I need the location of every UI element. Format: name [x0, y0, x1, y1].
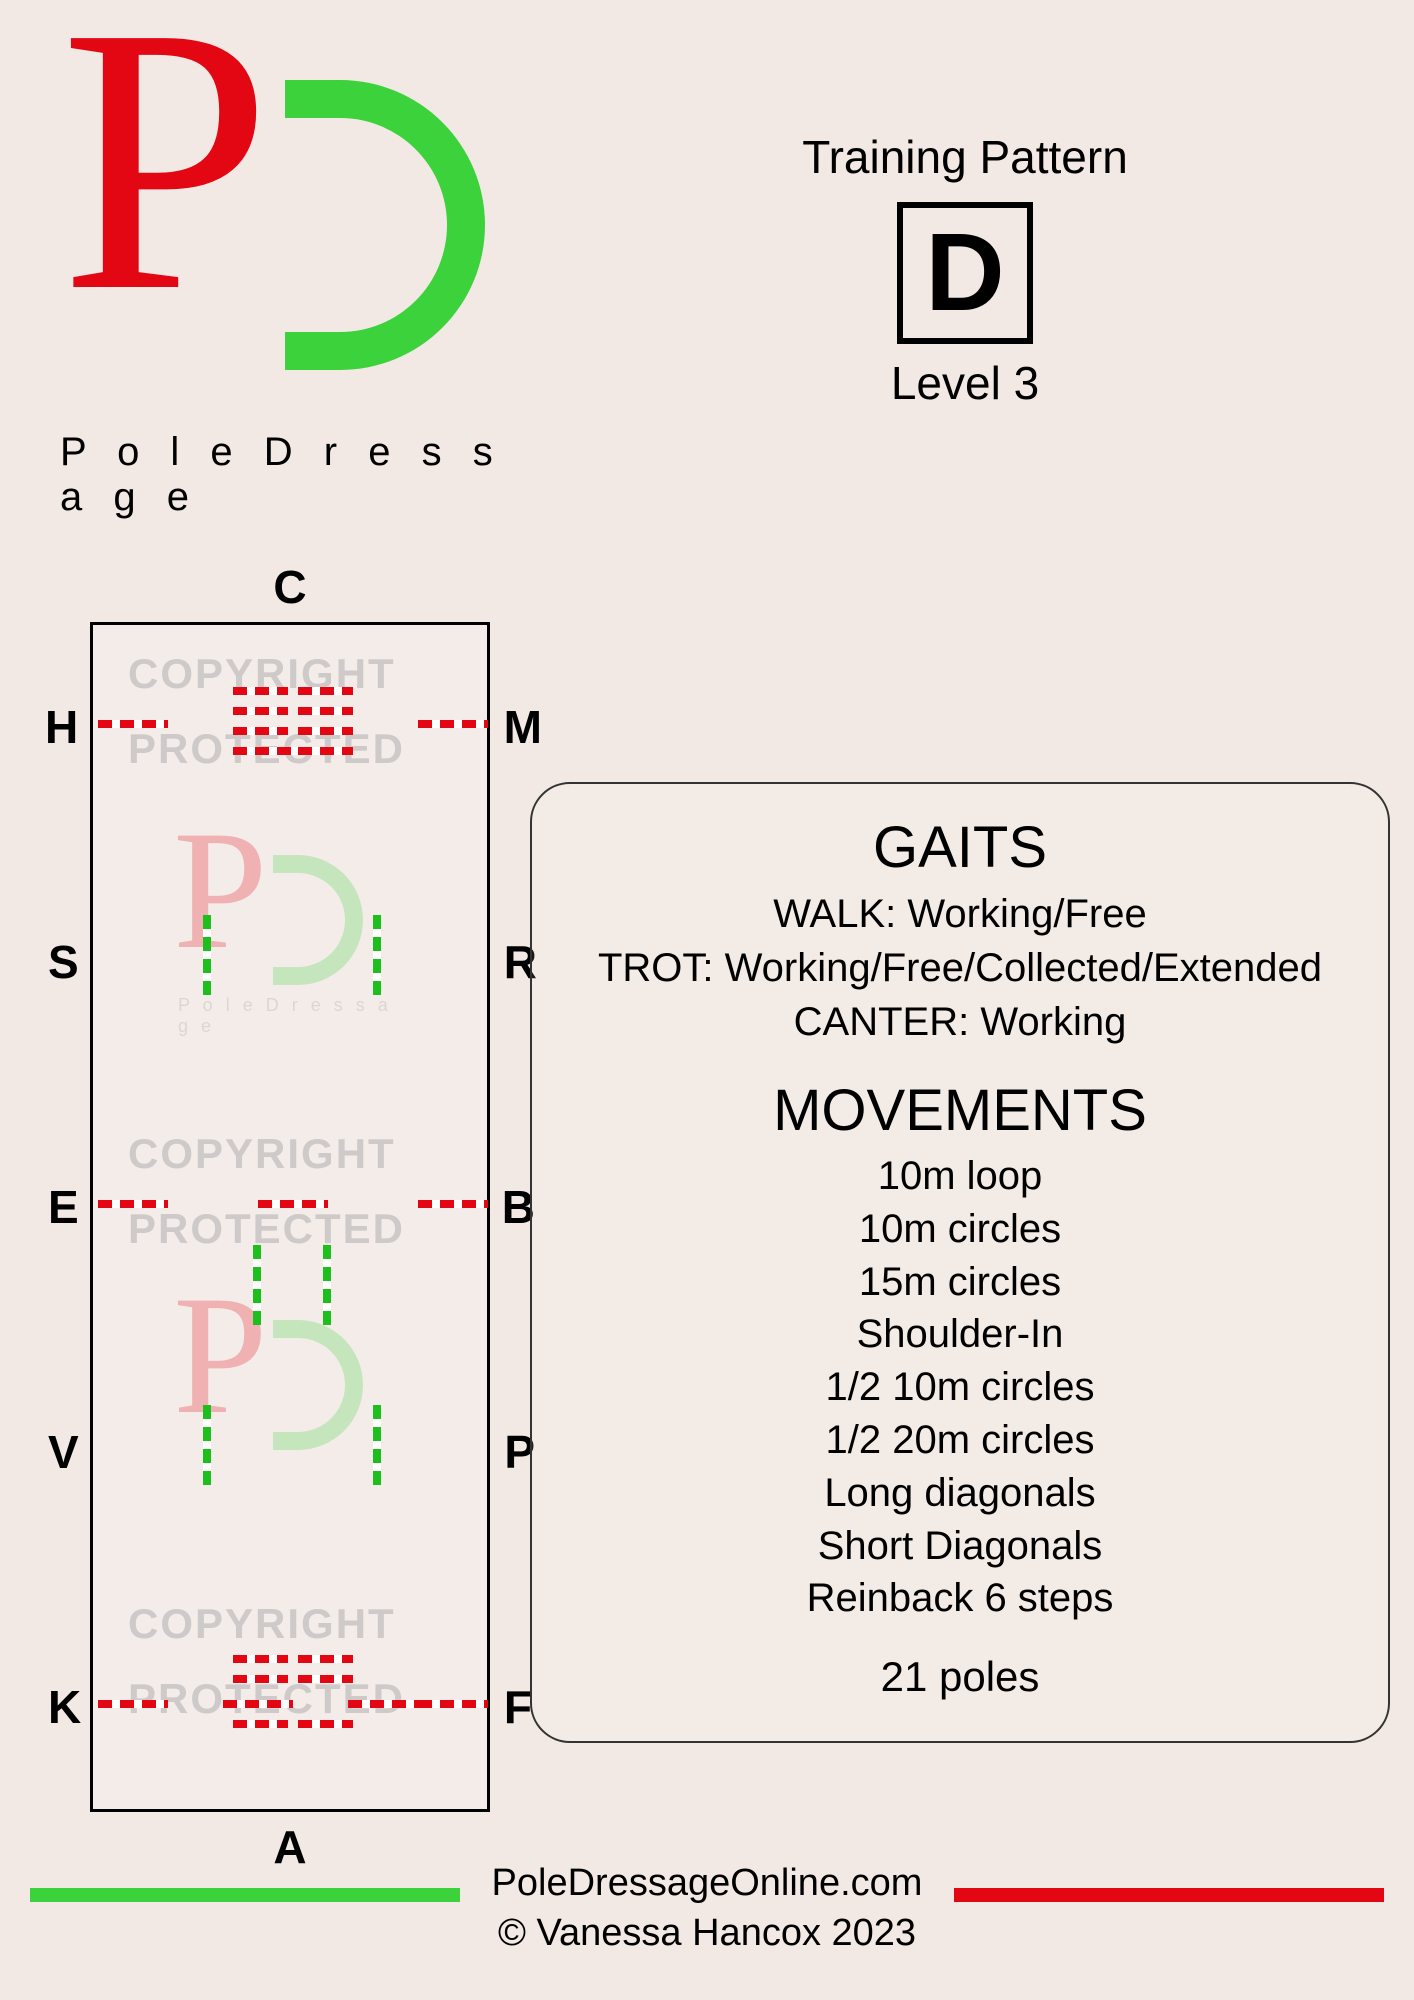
pole	[233, 1655, 288, 1663]
arena-letter-h: H	[45, 700, 78, 754]
poles-count: 21 poles	[562, 1653, 1358, 1701]
pole	[373, 915, 381, 995]
info-panel: GAITS WALK: Working/Free TROT: Working/F…	[530, 782, 1390, 1743]
gaits-title: GAITS	[562, 814, 1358, 881]
pattern-letter: D	[925, 218, 1004, 328]
logo-glyphs: P	[60, 50, 520, 430]
arena-letter-v: V	[48, 1425, 79, 1479]
movement-line: 1/2 20m circles	[562, 1414, 1358, 1467]
movements-title: MOVEMENTS	[562, 1077, 1358, 1144]
footer-text: PoleDressageOnline.com © Vanessa Hancox …	[0, 1859, 1414, 1958]
gait-line: TROT: Working/Free/Collected/Extended	[562, 941, 1358, 995]
movement-line: 1/2 10m circles	[562, 1361, 1358, 1414]
pole	[298, 1655, 353, 1663]
pattern-title: Training Pattern	[740, 130, 1190, 184]
pole	[203, 915, 211, 995]
arena-wrap: C H M S R E B V P K F COPYRIGHT PROTECTE…	[60, 560, 520, 1874]
logo-text: P o l e D r e s s a g e	[60, 430, 520, 520]
pole	[373, 1405, 381, 1485]
pole	[98, 1700, 168, 1708]
pole	[298, 727, 353, 735]
watermark-text: PROTECTED	[128, 1205, 405, 1253]
page: P P o l e D r e s s a g e Training Patte…	[0, 0, 1414, 2000]
pole	[233, 1720, 288, 1728]
movement-line: 10m circles	[562, 1203, 1358, 1256]
pole	[323, 1245, 331, 1325]
gait-line: WALK: Working/Free	[562, 887, 1358, 941]
pattern-header: Training Pattern D Level 3	[740, 130, 1190, 410]
pole	[348, 1700, 418, 1708]
logo-letter-d	[285, 80, 485, 370]
pole	[233, 1675, 288, 1683]
watermark-text: COPYRIGHT	[128, 1130, 396, 1178]
pole	[233, 727, 288, 735]
logo: P P o l e D r e s s a g e	[60, 50, 520, 520]
movement-line: Reinback 6 steps	[562, 1572, 1358, 1625]
pole	[233, 707, 288, 715]
pole	[298, 747, 353, 755]
logo-letter-p: P	[60, 0, 271, 350]
pole	[233, 747, 303, 755]
pole	[298, 1720, 353, 1728]
pole	[98, 1200, 168, 1208]
pole	[258, 1200, 328, 1208]
movement-line: 10m loop	[562, 1150, 1358, 1203]
arena: H M S R E B V P K F COPYRIGHT PROTECTED …	[90, 622, 490, 1812]
movement-line: 15m circles	[562, 1256, 1358, 1309]
arena-letter-m: M	[504, 700, 542, 754]
arena-letter-f: F	[504, 1680, 532, 1734]
pole	[223, 1700, 293, 1708]
pole	[98, 720, 168, 728]
arena-letter-k: K	[48, 1680, 81, 1734]
pole	[418, 1200, 488, 1208]
watermark-text: COPYRIGHT	[128, 1600, 396, 1648]
arena-letter-c: C	[60, 560, 520, 614]
pole	[298, 687, 353, 695]
pole	[298, 707, 353, 715]
pole	[418, 720, 488, 728]
arena-letter-e: E	[48, 1180, 79, 1234]
arena-letter-s: S	[48, 935, 79, 989]
movement-line: Long diagonals	[562, 1467, 1358, 1520]
pole	[233, 687, 288, 695]
pole	[203, 1405, 211, 1485]
footer-site: PoleDressageOnline.com	[0, 1859, 1414, 1908]
movement-line: Short Diagonals	[562, 1520, 1358, 1573]
footer-copyright: © Vanessa Hancox 2023	[0, 1909, 1414, 1958]
pole	[418, 1700, 488, 1708]
pole	[253, 1245, 261, 1325]
gait-line: CANTER: Working	[562, 995, 1358, 1049]
movement-line: Shoulder-In	[562, 1308, 1358, 1361]
pattern-letter-box: D	[897, 202, 1032, 344]
pole	[298, 1675, 353, 1683]
pattern-level: Level 3	[740, 356, 1190, 410]
